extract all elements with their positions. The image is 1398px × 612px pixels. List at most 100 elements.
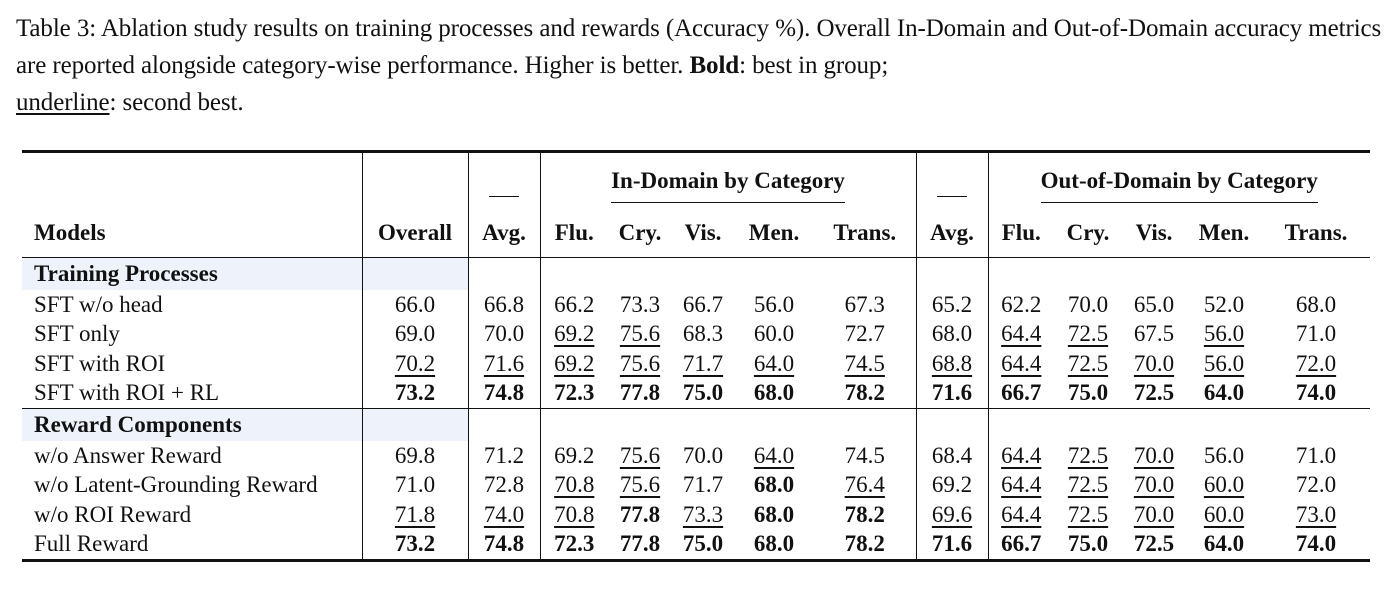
table-cell: 74.0 xyxy=(467,500,540,530)
table-cell: 73.3 xyxy=(672,500,734,530)
table-cell: 74.0 xyxy=(1262,379,1370,409)
caption-label: Table 3: xyxy=(16,15,97,42)
cell-value: 68.0 xyxy=(931,321,973,347)
section-cell xyxy=(1054,408,1122,441)
section-cell xyxy=(987,257,1054,290)
second-best-value: 70.0 xyxy=(1133,442,1175,468)
table-cell: 66.7 xyxy=(672,290,734,320)
cell-value: 71.0 xyxy=(394,472,436,498)
second-best-value: 72.5 xyxy=(1067,442,1109,468)
second-best-value: 72.5 xyxy=(1067,350,1109,376)
second-best-value: 64.0 xyxy=(753,350,795,376)
table-cell: 72.3 xyxy=(539,529,608,562)
table-cell: 71.7 xyxy=(672,349,734,379)
table-row: Full Reward 73.2 74.8 72.3 77.8 75.0 68.0 78.2 7… xyxy=(22,529,1371,562)
table-row: w/o Latent-Grounding Reward 71.0 72.8 70.8 7… xyxy=(22,470,1370,501)
table-cell: 78.2 xyxy=(814,529,916,562)
table-cell: 71.0 xyxy=(1262,441,1370,471)
best-value: 73.2 xyxy=(394,380,436,406)
second-best-value: 56.0 xyxy=(1203,321,1245,347)
table-cell: 71.6 xyxy=(467,349,540,379)
section-cell xyxy=(672,258,734,291)
cell-value: 69.0 xyxy=(394,321,436,347)
table-cell: 75.0 xyxy=(672,379,734,409)
out-domain-group-header: Out-of-Domain by Category xyxy=(987,150,1371,209)
table-cell: 72.5 xyxy=(1122,529,1186,562)
section-cell xyxy=(915,257,988,290)
section-cell xyxy=(734,258,814,291)
second-best-value: 75.6 xyxy=(619,321,661,347)
ablation-results-table: In-Domain by Category Out-of-Domain by C… xyxy=(22,150,1371,562)
table-cell: 64.0 xyxy=(1186,529,1262,562)
table-cell: 71.0 xyxy=(1262,320,1370,350)
table-cell: 76.4 xyxy=(814,471,916,501)
table-cell: 67.3 xyxy=(814,290,916,320)
second-best-value: 71.8 xyxy=(394,501,436,527)
table-row: SFT with ROI 70.2 71.6 69.2 75.6 71.7 64.0 74.5… xyxy=(22,349,1370,379)
section-cell xyxy=(1122,258,1186,291)
section-cell xyxy=(672,408,734,441)
table-cell: 60.0 xyxy=(1186,500,1262,530)
table-cell: 64.4 xyxy=(987,319,1054,349)
table-cell: 69.2 xyxy=(539,319,608,349)
table-cell: 74.0 xyxy=(1262,529,1371,562)
best-value: 72.3 xyxy=(554,380,595,406)
caption-text-3: : second best. xyxy=(109,89,244,116)
column-header: Flu. xyxy=(539,209,608,258)
row-label: SFT w/o head xyxy=(34,291,163,317)
caption-bold-word: Bold xyxy=(689,52,740,79)
table-cell: 74.8 xyxy=(467,378,540,409)
table-cell: 64.4 xyxy=(987,470,1054,500)
cell-value: 73.3 xyxy=(619,291,661,317)
row-label: w/o Latent-Grounding Reward xyxy=(34,472,318,498)
results-table-wrapper: In-Domain by Category Out-of-Domain by C… xyxy=(22,150,1371,562)
best-value: 73.2 xyxy=(394,531,436,557)
cell-value: 67.3 xyxy=(844,291,885,317)
table-cell: 72.5 xyxy=(1054,471,1122,501)
table-cell: 73.3 xyxy=(608,290,672,320)
section-header-row: Training Processes xyxy=(22,257,1370,291)
best-value: 72.3 xyxy=(554,531,595,557)
table-cell: 62.2 xyxy=(987,290,1054,320)
table-cell: 71.0 xyxy=(361,470,468,500)
second-best-value: 64.4 xyxy=(1001,472,1042,498)
table-cell: 75.6 xyxy=(608,320,672,350)
section-title: Reward Components xyxy=(22,408,362,441)
best-value: 68.0 xyxy=(753,380,795,406)
second-best-value: 73.3 xyxy=(682,501,724,527)
table-cell: 69.2 xyxy=(915,470,988,500)
best-value: 74.0 xyxy=(1295,380,1337,406)
best-value: 75.0 xyxy=(1067,531,1109,557)
table-cell: 78.2 xyxy=(814,379,916,409)
table-cell: 71.6 xyxy=(915,529,988,562)
section-cell xyxy=(915,408,988,441)
second-best-value: 74.0 xyxy=(483,501,525,527)
table-cell: 72.8 xyxy=(467,470,540,500)
table-cell: 71.2 xyxy=(467,441,540,471)
best-value: 72.5 xyxy=(1133,531,1175,557)
row-label: SFT with ROI + RL xyxy=(34,380,220,406)
table-cell: 68.8 xyxy=(915,349,988,379)
cell-value: 71.0 xyxy=(1295,321,1337,347)
table-cell: 56.0 xyxy=(1186,441,1262,471)
table-cell: 70.0 xyxy=(1122,471,1186,501)
best-value: 66.7 xyxy=(1001,380,1042,406)
best-value: 74.0 xyxy=(1295,531,1337,557)
table-cell: 72.0 xyxy=(1262,349,1370,379)
table-cell: 71.6 xyxy=(915,378,988,409)
table-cell: 70.8 xyxy=(539,500,608,530)
cell-value: 72.7 xyxy=(844,321,885,347)
cell-value: 68.3 xyxy=(682,321,724,347)
second-best-value: 74.5 xyxy=(844,350,885,376)
table-cell: 60.0 xyxy=(1186,471,1262,501)
column-header: Men. xyxy=(1186,209,1262,258)
row-label: Full Reward xyxy=(22,529,362,562)
cell-value: 68.0 xyxy=(1295,291,1337,317)
section-cell xyxy=(1262,408,1371,441)
table-cell: 66.0 xyxy=(361,290,468,320)
cell-value: 62.2 xyxy=(1001,291,1042,317)
table-cell: 64.0 xyxy=(734,441,814,471)
table-cell: 77.8 xyxy=(608,529,672,562)
table-cell: 68.4 xyxy=(915,441,988,471)
column-header: Models xyxy=(22,209,362,258)
